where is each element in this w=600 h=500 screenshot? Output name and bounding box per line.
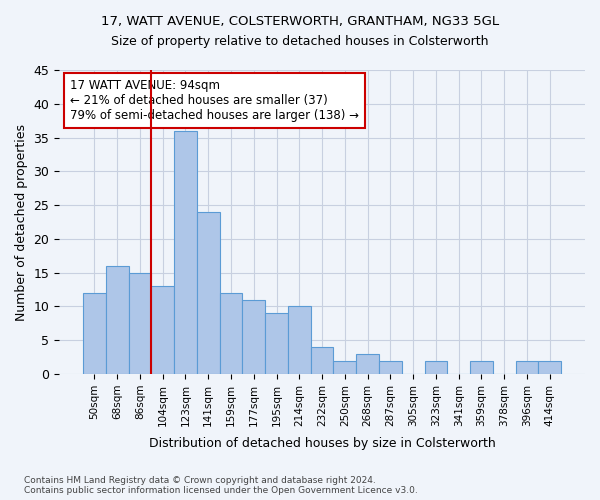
Bar (242, 300, 265, 374)
Bar (379, 360, 402, 374)
Bar (151, 286, 174, 374)
Text: 17, WATT AVENUE, COLSTERWORTH, GRANTHAM, NG33 5GL: 17, WATT AVENUE, COLSTERWORTH, GRANTHAM,… (101, 15, 499, 28)
Bar (311, 347, 334, 374)
Bar (197, 212, 220, 374)
X-axis label: Distribution of detached houses by size in Colsterworth: Distribution of detached houses by size … (149, 437, 496, 450)
Bar (265, 313, 288, 374)
Text: 17 WATT AVENUE: 94sqm
← 21% of detached houses are smaller (37)
79% of semi-deta: 17 WATT AVENUE: 94sqm ← 21% of detached … (70, 79, 359, 122)
Bar (288, 306, 311, 374)
Bar (515, 360, 538, 374)
Y-axis label: Number of detached properties: Number of detached properties (15, 124, 28, 320)
Bar (538, 360, 561, 374)
Text: Size of property relative to detached houses in Colsterworth: Size of property relative to detached ho… (111, 35, 489, 48)
Bar (425, 360, 447, 374)
Bar (83, 293, 106, 374)
Bar (220, 293, 242, 374)
Bar (128, 272, 151, 374)
Bar (470, 360, 493, 374)
Bar (356, 354, 379, 374)
Bar (334, 360, 356, 374)
Bar (174, 131, 197, 374)
Bar (106, 266, 128, 374)
Text: Contains HM Land Registry data © Crown copyright and database right 2024.
Contai: Contains HM Land Registry data © Crown c… (24, 476, 418, 495)
